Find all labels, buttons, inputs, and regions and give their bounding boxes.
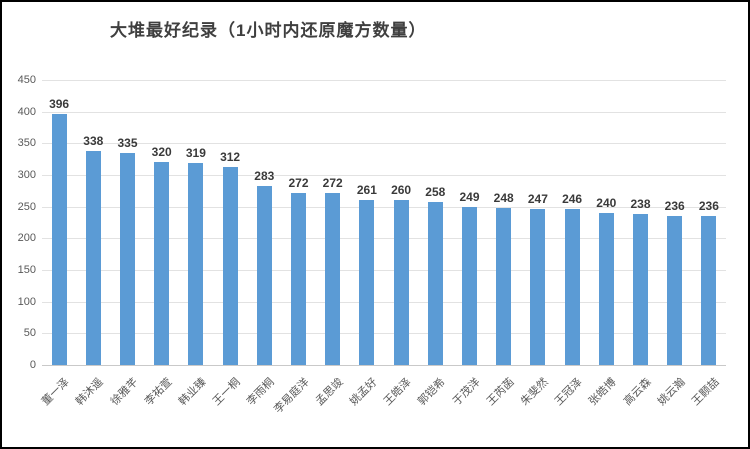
bar-value-label: 247: [527, 191, 548, 206]
bar: [564, 209, 580, 365]
bar: [496, 207, 512, 365]
bar-value-label: 260: [391, 183, 412, 198]
bar-value-label: 240: [596, 196, 617, 210]
gridline: [42, 111, 726, 113]
bar-value-label: 249: [459, 190, 480, 205]
x-axis-line: [42, 365, 726, 366]
bar-value-label: 272: [288, 175, 309, 190]
gridline: [42, 333, 726, 335]
y-axis-tick-label: 0: [29, 359, 36, 371]
bar-value-label: 335: [117, 135, 138, 150]
gridline: [42, 143, 726, 145]
gridline: [42, 175, 726, 176]
bar: [530, 208, 546, 365]
gridline: [42, 206, 726, 208]
y-axis-tick-label: 300: [17, 169, 36, 181]
gridline: [42, 301, 726, 303]
bar: [462, 207, 477, 365]
gridline: [42, 238, 726, 240]
bar-value-label: 246: [562, 192, 583, 207]
y-axis-tick-label: 200: [17, 232, 36, 245]
bar: [51, 114, 67, 365]
bar: [633, 214, 648, 365]
y-axis-tick-label: 100: [17, 295, 36, 308]
bar-value-label: 236: [698, 198, 719, 213]
bar-value-label: 338: [83, 133, 104, 148]
bar: [427, 201, 443, 365]
y-axis-tick-label: 150: [17, 264, 36, 276]
bar: [256, 185, 272, 365]
bar: [188, 162, 204, 365]
bar: [701, 215, 717, 365]
y-axis-tick-label: 450: [17, 74, 36, 86]
bar-value-label: 248: [493, 190, 514, 205]
bar-value-label: 312: [220, 150, 241, 165]
bar: [393, 200, 409, 365]
bar: [359, 199, 375, 365]
bar-value-label: 238: [630, 197, 651, 212]
y-axis-tick-label: 350: [17, 137, 36, 150]
bar: [667, 215, 683, 365]
bar-value-label: 320: [151, 145, 172, 160]
bar: [598, 213, 614, 365]
bar: [154, 162, 170, 365]
gridline: [42, 80, 726, 81]
bar-value-label: 258: [425, 184, 446, 199]
y-axis-tick-label: 250: [17, 200, 36, 213]
chart-title: 大堆最好纪录（1小时内还原魔方数量）: [110, 21, 427, 40]
bar: [291, 192, 306, 365]
bar-value-label: 283: [254, 168, 275, 183]
bar: [85, 150, 101, 365]
bar: [222, 167, 238, 365]
bar: [120, 152, 135, 365]
bar-value-label: 396: [49, 97, 70, 112]
gridline: [42, 270, 726, 271]
bar-value-label: 272: [322, 175, 343, 190]
bar-value-label: 261: [356, 182, 377, 197]
y-axis-tick-label: 50: [23, 327, 36, 340]
bar: [325, 192, 341, 365]
y-axis-tick-label: 400: [17, 105, 36, 118]
bar-value-label: 236: [664, 198, 685, 213]
bar-value-label: 319: [185, 145, 206, 160]
